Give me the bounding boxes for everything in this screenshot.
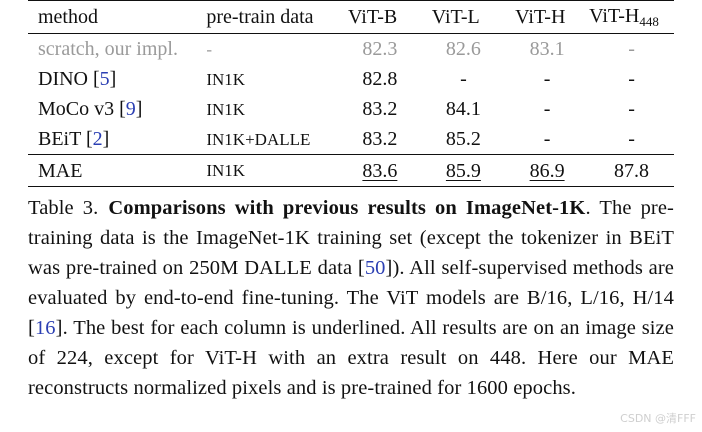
table-row-dino: DINO [5] IN1K 82.8 - - -: [28, 64, 674, 94]
row-method: MoCo v3 [9]: [38, 98, 143, 120]
header-pretrain-data: pre-train data: [206, 0, 339, 34]
citation-link[interactable]: 50: [364, 257, 386, 279]
row-data: IN1K+DALLE: [206, 129, 311, 149]
caption-title: Comparisons with previous results on Ima…: [108, 197, 586, 219]
row-vit-h: -: [543, 98, 551, 120]
table-row-scratch: scratch, our impl. - 82.3 82.6 83.1 -: [28, 34, 674, 65]
header-vit-h448-sub: 448: [639, 14, 659, 29]
best-value-vit-l: 85.9: [445, 159, 481, 182]
row-vit-b: 82.8: [362, 68, 398, 90]
caption-text-2: ]). All self-supervised methods are eval…: [28, 257, 674, 339]
row-vit-b: 83.6: [338, 154, 422, 187]
header-vit-b: ViT-B: [338, 0, 422, 34]
header-vit-h448: ViT-H448: [589, 0, 674, 34]
row-method: scratch, our impl.: [38, 38, 178, 60]
method-name: DINO: [38, 68, 93, 90]
table-caption: Table 3. Comparisons with previous result…: [28, 193, 674, 403]
row-data: IN1K: [206, 69, 246, 89]
row-method: DINO [5]: [38, 68, 117, 90]
citation-link[interactable]: 2: [92, 128, 103, 150]
row-vit-l: 85.2: [445, 128, 481, 150]
caption-text-3: ]. The best for each column is underline…: [28, 317, 674, 399]
method-name: MoCo v3: [38, 98, 120, 120]
caption-text-1: . The pre-training data is the ImageNet-…: [28, 197, 674, 279]
citation-link[interactable]: 9: [125, 98, 136, 120]
row-vit-l: 85.9: [421, 154, 506, 187]
row-data: -: [206, 39, 213, 59]
best-value-vit-b: 83.6: [362, 159, 398, 182]
table-row-mae: MAE IN1K 83.6 85.9 86.9 87.8: [28, 154, 674, 187]
watermark: CSDN @清FFF: [620, 412, 696, 425]
table-row-mocov3: MoCo v3 [9] IN1K 83.2 84.1 - -: [28, 94, 674, 124]
results-table: method pre-train data ViT-B ViT-L ViT-H …: [28, 0, 674, 187]
header-vit-h448-base: ViT-H: [589, 5, 640, 27]
citation-link[interactable]: 16: [34, 317, 56, 339]
table-row-beit: BEiT [2] IN1K+DALLE 83.2 85.2 - -: [28, 124, 674, 155]
row-data: IN1K: [206, 154, 339, 187]
row-vit-h: -: [543, 128, 551, 150]
row-vit-h: 86.9: [505, 154, 590, 187]
row-vit-h: -: [543, 68, 551, 90]
row-vit-b: 82.3: [362, 38, 398, 60]
row-method: BEiT [2]: [38, 128, 110, 150]
row-vit-b: 83.2: [362, 128, 398, 150]
row-vit-h448: -: [628, 98, 635, 120]
row-vit-h448: 87.8: [589, 154, 674, 187]
row-vit-l: 82.6: [445, 38, 481, 60]
method-name: BEiT: [38, 128, 86, 150]
row-vit-h448: -: [628, 38, 635, 60]
row-method: MAE: [28, 154, 207, 187]
results-table-container: method pre-train data ViT-B ViT-L ViT-H …: [28, 0, 674, 187]
citation-link[interactable]: 5: [99, 68, 110, 90]
caption-label: Table 3.: [28, 197, 99, 219]
row-vit-l: -: [460, 68, 467, 90]
row-vit-l: 84.1: [445, 98, 481, 120]
header-vit-l: ViT-L: [421, 0, 506, 34]
row-data: IN1K: [206, 99, 246, 119]
row-vit-h448: -: [628, 128, 635, 150]
best-value-vit-h: 86.9: [529, 159, 565, 182]
row-vit-h448: -: [628, 68, 635, 90]
row-vit-b: 83.2: [362, 98, 398, 120]
header-vit-h: ViT-H: [505, 0, 590, 34]
table-header-row: method pre-train data ViT-B ViT-L ViT-H …: [28, 0, 674, 34]
header-method: method: [28, 0, 207, 34]
row-vit-h: 83.1: [529, 38, 565, 60]
